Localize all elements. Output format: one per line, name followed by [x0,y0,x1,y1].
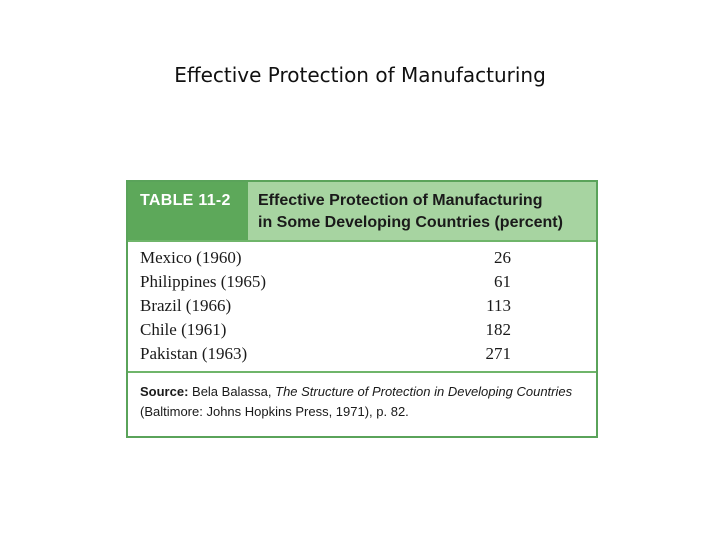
country-cell: Pakistan (1963) [140,344,248,363]
table-divider [128,371,596,373]
country-cell: Brazil (1966) [140,296,232,315]
slide-title: Effective Protection of Manufacturing [174,63,546,87]
table-row: Mexico (1960) 26 [140,248,540,272]
table-row: Philippines (1965) 61 [140,272,540,296]
table-row: Pakistan (1963) 271 [140,344,540,368]
source-book-title: The Structure of Protection in Developin… [275,384,573,399]
value-cell: 26 [494,248,511,267]
source-label: Source: [140,384,189,399]
value-cell: 61 [494,272,511,291]
country-cell: Mexico (1960) [140,248,242,267]
table-row: Chile (1961) 182 [140,320,540,344]
table-caption-line-1: Effective Protection of Manufacturing [258,192,543,209]
table-body: Mexico (1960) 26 Philippines (1965) 61 B… [140,248,540,368]
source-author: Bela Balassa, [188,384,276,399]
value-cell: 182 [485,320,512,339]
source-publication: (Baltimore: Johns Hopkins Press, 1971), … [140,404,409,419]
value-cell: 271 [485,344,512,363]
table-number-label: TABLE 11-2 [128,182,248,240]
table-caption-line-2: in Some Developing Countries (percent) [258,214,563,231]
country-cell: Chile (1961) [140,320,227,339]
value-cell: 113 [486,296,511,315]
table-caption: Effective Protection of Manufacturing in… [258,190,588,234]
table-row: Brazil (1966) 113 [140,296,540,320]
country-cell: Philippines (1965) [140,272,267,291]
table-header: TABLE 11-2 Effective Protection of Manuf… [128,182,596,242]
table-source-note: Source: Bela Balassa, The Structure of P… [140,382,580,422]
data-table: TABLE 11-2 Effective Protection of Manuf… [126,180,598,438]
